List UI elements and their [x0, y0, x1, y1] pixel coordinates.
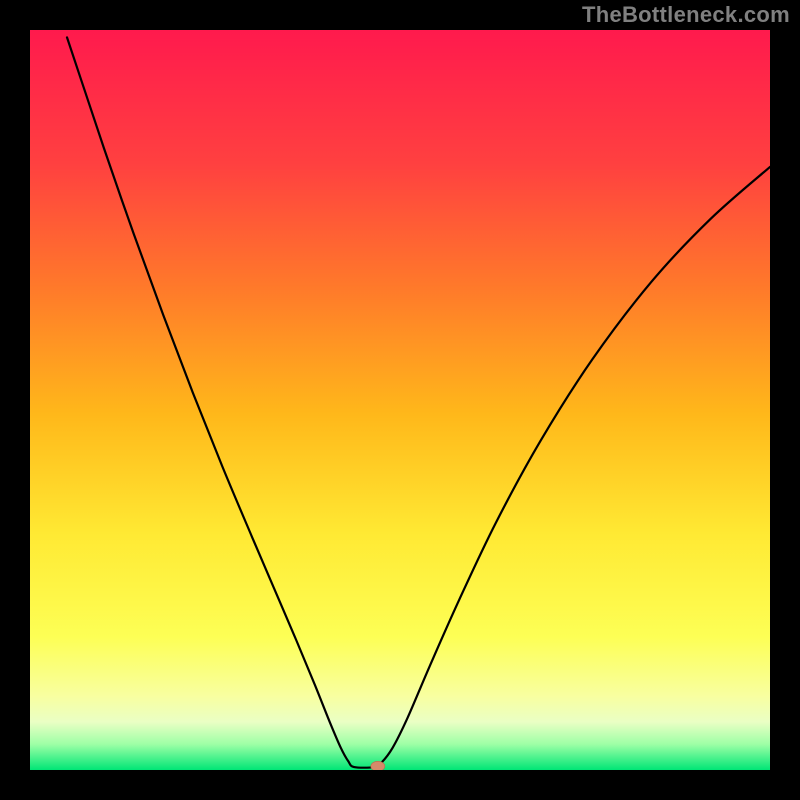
- chart-plot-area: [30, 30, 770, 770]
- watermark-text: TheBottleneck.com: [582, 2, 790, 28]
- minimum-marker: [371, 761, 385, 770]
- bottleneck-curve-chart: [30, 30, 770, 770]
- gradient-background: [30, 30, 770, 770]
